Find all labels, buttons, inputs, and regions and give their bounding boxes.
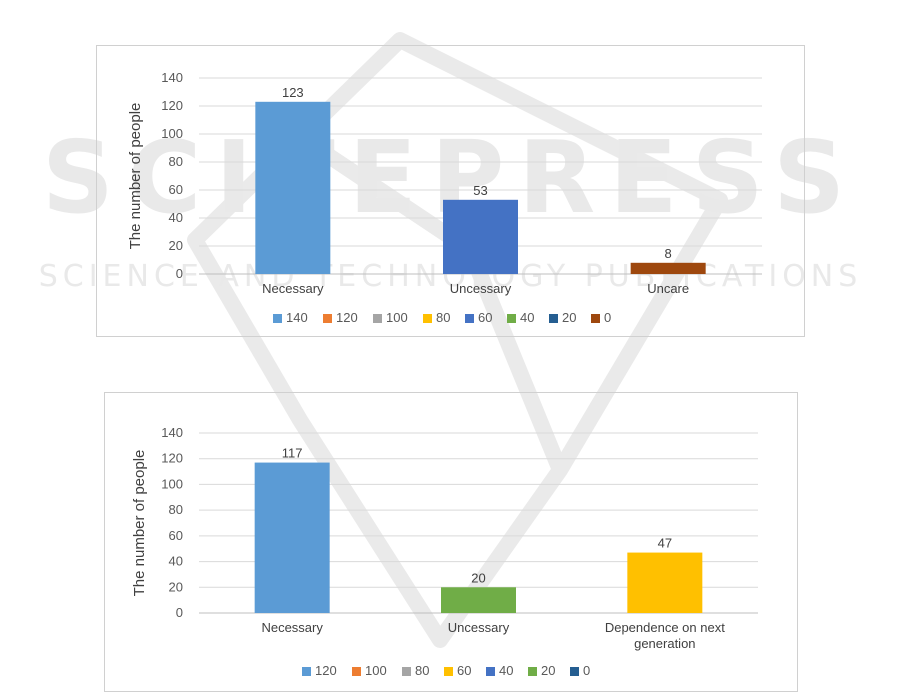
chart-1-y-tick-label: 40 [169,210,183,225]
chart-1-svg: The number of people02040608010012014012… [127,70,762,325]
chart-2-y-tick-label: 60 [169,528,183,543]
chart-1-legend-label: 120 [336,310,358,325]
chart-2-y-tick-label: 100 [161,476,183,491]
chart-panel-2: The number of people 0 20 40 60 80 100 120 140 11… [104,392,798,692]
chart-1-legend-label: 140 [286,310,308,325]
chart-2-bar [627,552,703,613]
chart-1-legend-swatch [591,314,600,323]
chart-2-y-tick-label: 20 [169,579,183,594]
chart-2-bar [254,462,330,613]
chart-1-legend-label: 80 [436,310,450,325]
chart-2-legend-swatch [302,667,311,676]
chart-1-data-label: 8 [665,246,672,261]
chart-2-y-axis-label: The number of people [131,450,148,597]
chart-2-legend-label: 60 [457,663,471,678]
chart-2-svg: The number of people 0 20 40 60 80 100 120 140 11… [131,425,758,678]
chart-2-y-tick-label: 120 [161,451,183,466]
chart-2-legend-swatch [352,667,361,676]
chart-2-bar [441,587,516,613]
chart-2-legend-label: 40 [499,663,513,678]
chart-2-legend-swatch [444,667,453,676]
chart-2-data-label: 20 [471,570,485,585]
chart-2-y-tick-label: 80 [169,502,183,517]
chart-1-category-label: Necessary [262,281,324,296]
chart-1-legend-swatch [373,314,382,323]
chart-1-data-label: 53 [473,183,487,198]
chart-1-legend-swatch [465,314,474,323]
chart-2-y-tick-label: 0 [176,605,183,620]
chart-1-bar [255,101,331,274]
chart-1-bar [443,199,518,274]
chart-1-y-axis-label: The number of people [127,103,144,250]
chart-1-legend-label: 0 [604,310,611,325]
chart-1-legend-swatch [273,314,282,323]
chart-1-bar [630,262,706,274]
chart-1-legend-swatch [423,314,432,323]
chart-2-legend-label: 100 [365,663,387,678]
chart-1-legend-swatch [507,314,516,323]
chart-1-category-label: Uncessary [450,281,512,296]
chart-1-legend-label: 100 [386,310,408,325]
chart-2-legend-swatch [528,667,537,676]
chart-2-legend-swatch [402,667,411,676]
chart-1-y-tick-label: 20 [169,238,183,253]
chart-1-category-label: Uncare [647,281,689,296]
chart-2-data-label: 47 [658,536,672,551]
chart-1-legend-label: 60 [478,310,492,325]
chart-1-legend-label: 40 [520,310,534,325]
chart-2-legend-label: 120 [315,663,337,678]
chart-2-legend-label: 20 [541,663,555,678]
chart-1-y-tick-label: 100 [161,126,183,141]
chart-1-y-tick-label: 0 [176,266,183,281]
chart-2-category-label: Necessary [261,620,323,635]
chart-1-legend-swatch [323,314,332,323]
chart-1-legend-swatch [549,314,558,323]
chart-1-y-tick-label: 60 [169,182,183,197]
chart-2-legend-swatch [570,667,579,676]
chart-1-y-tick-label: 120 [161,98,183,113]
chart-1-legend-label: 20 [562,310,576,325]
chart-2-legend-swatch [486,667,495,676]
chart-1-y-tick-label: 140 [161,70,183,85]
chart-2-category-label: Uncessary [448,620,510,635]
chart-1-data-label: 123 [282,85,304,100]
chart-2-legend-label: 80 [415,663,429,678]
chart-2-category-label: Dependence on next generation [605,620,725,651]
chart-2-legend-label: 0 [583,663,590,678]
chart-2-y-tick-label: 140 [161,425,183,440]
chart-panel-1: The number of people 0 20 40 60 80 100 120 140 12… [96,45,805,337]
chart-2-data-label: 117 [282,446,303,461]
chart-2-y-tick-label: 40 [169,554,183,569]
chart-1-y-tick-label: 80 [169,154,183,169]
